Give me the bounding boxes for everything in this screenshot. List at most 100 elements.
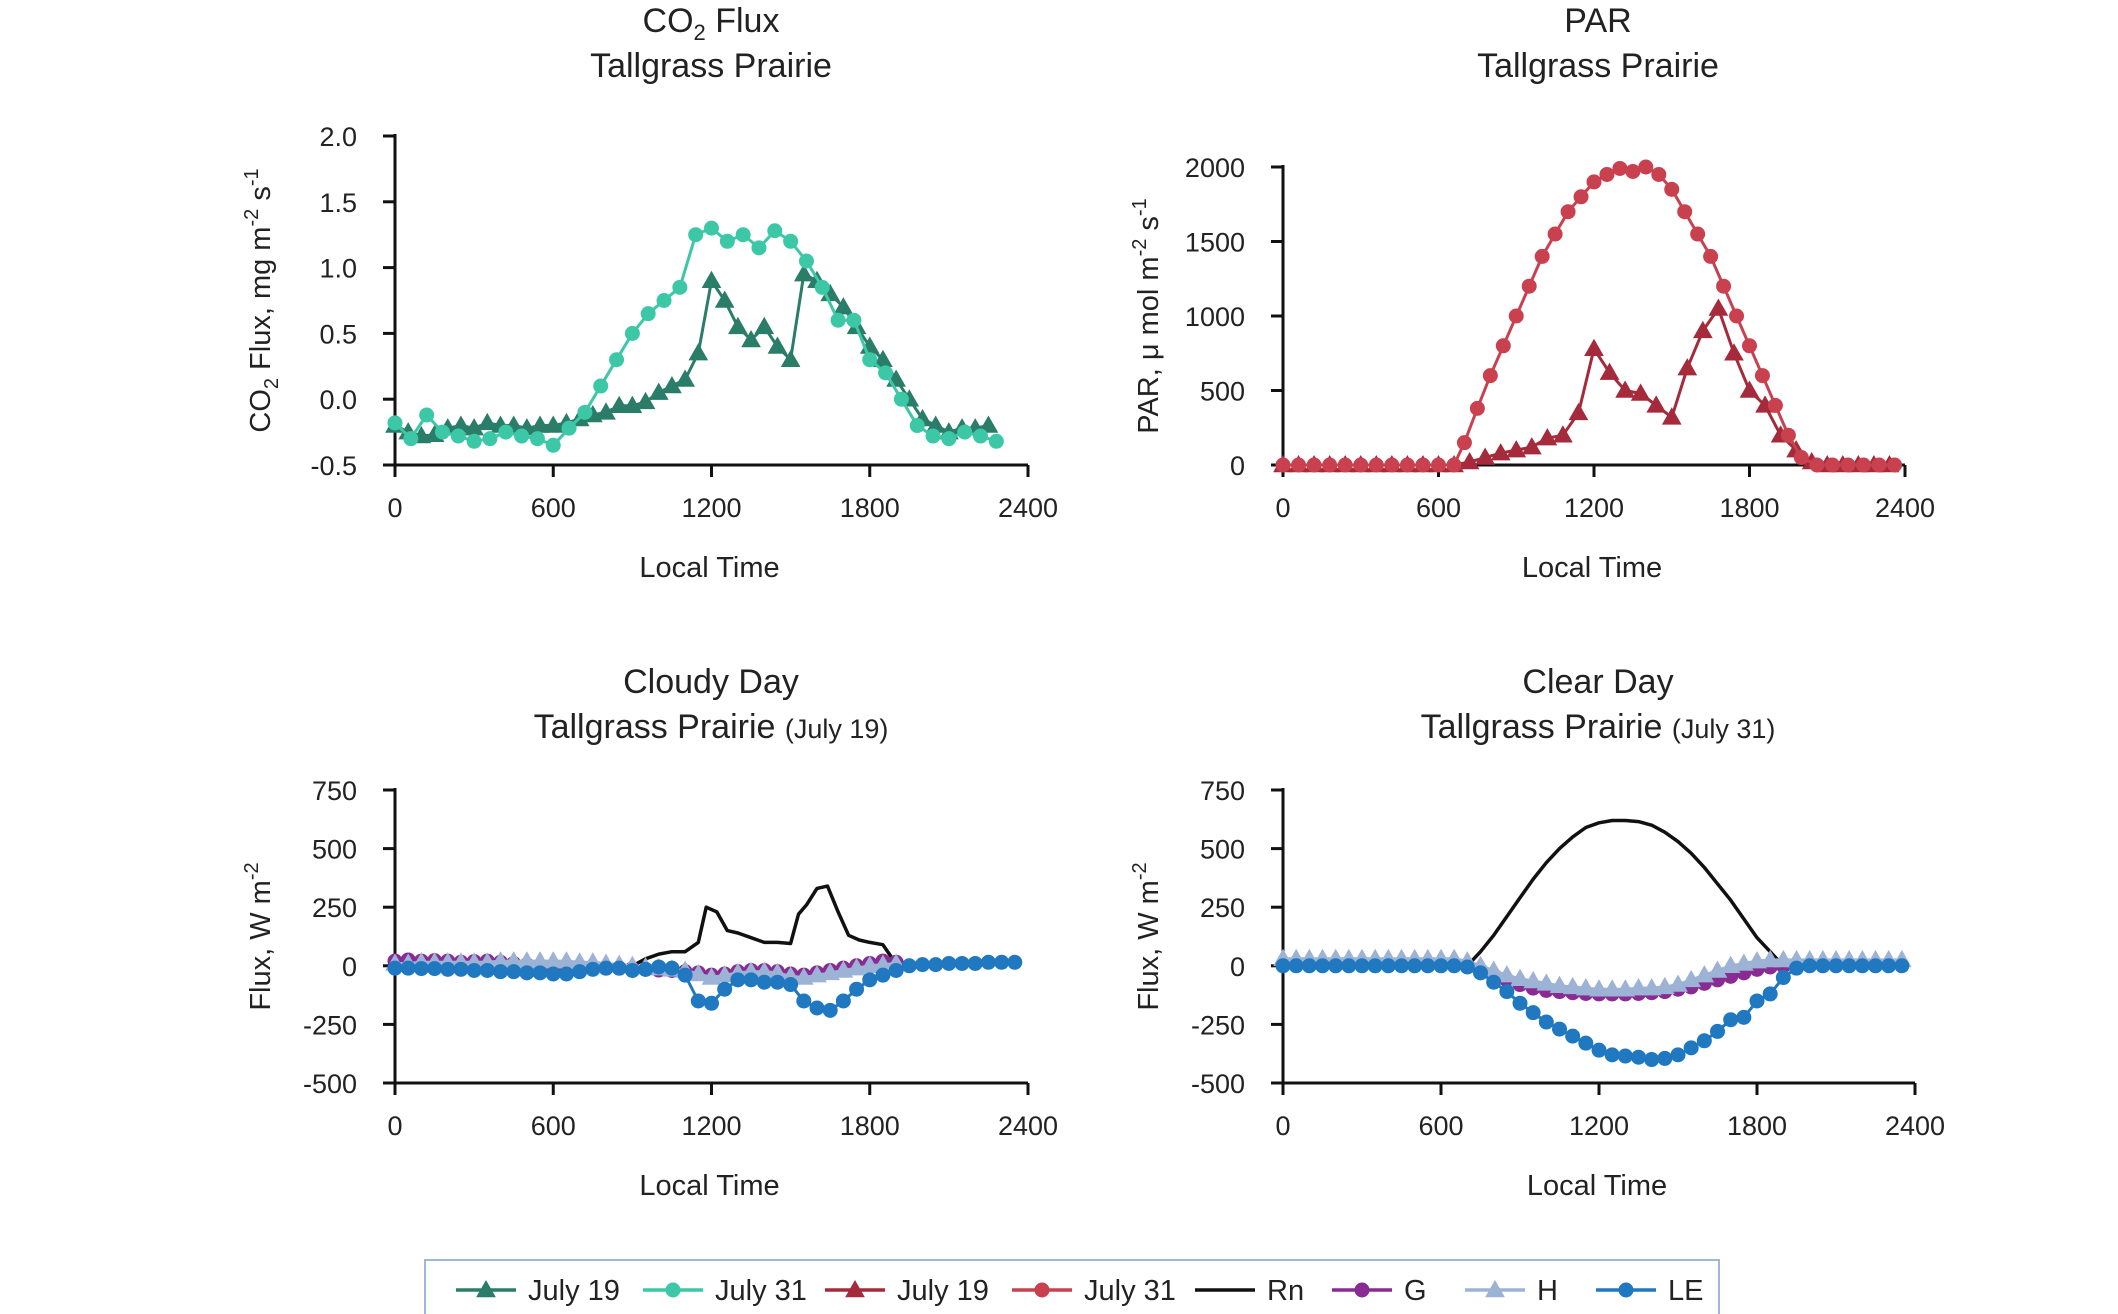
data-point bbox=[434, 424, 450, 440]
data-point bbox=[561, 420, 577, 436]
data-point bbox=[1617, 1048, 1633, 1064]
data-point bbox=[1508, 308, 1524, 324]
data-point bbox=[1562, 976, 1583, 995]
data-point bbox=[1291, 457, 1307, 473]
data-point bbox=[466, 433, 482, 449]
legend-item: Rn bbox=[1195, 1275, 1304, 1307]
data-point bbox=[1523, 971, 1544, 989]
data-point bbox=[624, 325, 640, 341]
data-point bbox=[558, 966, 574, 982]
data-point bbox=[980, 954, 996, 970]
x-tick-label: 1800 bbox=[840, 493, 900, 523]
data-point bbox=[730, 972, 746, 988]
data-point bbox=[532, 965, 548, 981]
data-point bbox=[783, 233, 799, 249]
legend-swatch-marker bbox=[1354, 1282, 1370, 1298]
data-point bbox=[1353, 457, 1369, 473]
y-tick-label: 500 bbox=[312, 835, 357, 865]
data-point bbox=[743, 972, 759, 988]
y-tick-label: -250 bbox=[1191, 1010, 1245, 1040]
data-point bbox=[651, 959, 667, 975]
data-point bbox=[1708, 298, 1729, 316]
data-point bbox=[1780, 427, 1796, 443]
data-point bbox=[849, 981, 865, 997]
data-point bbox=[1399, 457, 1415, 473]
data-point bbox=[1739, 380, 1760, 398]
data-point bbox=[833, 960, 854, 978]
data-point bbox=[1475, 447, 1496, 465]
data-point bbox=[1733, 953, 1754, 971]
data-point bbox=[888, 962, 904, 978]
data-point bbox=[387, 415, 403, 431]
data-point bbox=[915, 957, 930, 973]
data-point bbox=[846, 312, 862, 328]
series-H bbox=[1273, 948, 1912, 997]
data-point bbox=[545, 437, 561, 453]
data-point bbox=[780, 349, 801, 367]
data-point bbox=[1749, 993, 1765, 1009]
data-point bbox=[1341, 958, 1357, 974]
series-Rn bbox=[1466, 818, 1785, 967]
data-point bbox=[1456, 435, 1472, 451]
data-point bbox=[1315, 958, 1330, 974]
data-point bbox=[1495, 338, 1511, 354]
legend-item: July 19 bbox=[825, 1275, 989, 1307]
data-point bbox=[656, 293, 672, 308]
data-point bbox=[701, 967, 722, 985]
data-point bbox=[1729, 308, 1745, 324]
data-point bbox=[741, 329, 761, 348]
data-point bbox=[830, 312, 846, 328]
y-tick-label: 0 bbox=[1230, 952, 1245, 982]
data-point bbox=[688, 343, 709, 361]
y-axis-label: PAR, μ mol m-2 s-1 bbox=[1129, 198, 1165, 433]
data-point bbox=[1007, 954, 1023, 970]
data-point bbox=[1459, 959, 1475, 975]
data-point bbox=[1512, 995, 1528, 1011]
data-point bbox=[1446, 457, 1462, 473]
y-tick-label: -250 bbox=[303, 1010, 357, 1040]
data-point bbox=[1473, 965, 1488, 981]
data-point bbox=[450, 428, 466, 444]
data-point bbox=[1604, 1047, 1620, 1063]
data-point bbox=[754, 316, 775, 335]
data-point bbox=[1288, 958, 1304, 974]
data-point bbox=[1547, 226, 1563, 242]
legend-swatch-marker bbox=[1618, 1282, 1634, 1298]
data-point bbox=[807, 965, 827, 983]
data-point bbox=[820, 962, 841, 981]
y-tick-label: 1500 bbox=[1185, 228, 1245, 258]
data-point bbox=[1337, 457, 1353, 473]
data-point bbox=[1490, 443, 1511, 461]
data-point bbox=[1486, 974, 1502, 990]
y-tick-label: 0 bbox=[1230, 451, 1245, 481]
y-tick-label: 2000 bbox=[1185, 153, 1245, 183]
data-point bbox=[688, 963, 709, 982]
x-tick-label: 600 bbox=[1418, 1111, 1463, 1141]
data-point bbox=[767, 336, 788, 354]
data-point bbox=[1651, 166, 1667, 182]
data-point bbox=[403, 431, 419, 447]
chart-subtitle: Tallgrass Prairie (July 31) bbox=[1421, 708, 1776, 746]
y-tick-label: 250 bbox=[312, 893, 357, 923]
data-point bbox=[1612, 160, 1628, 176]
y-tick-label: 1000 bbox=[1185, 302, 1245, 332]
data-point bbox=[529, 431, 545, 447]
x-axis-label: Local Time bbox=[1527, 1170, 1667, 1202]
data-point bbox=[1754, 368, 1770, 384]
data-point bbox=[954, 955, 970, 971]
data-point bbox=[1589, 979, 1609, 997]
data-point bbox=[1602, 979, 1623, 997]
data-point bbox=[1881, 958, 1897, 974]
data-point bbox=[1670, 1047, 1686, 1063]
legend-label: Rn bbox=[1267, 1275, 1304, 1307]
data-point bbox=[387, 960, 403, 976]
data-point bbox=[400, 960, 416, 976]
legend-item: July 31 bbox=[1012, 1275, 1176, 1307]
x-tick-label: 0 bbox=[1275, 1111, 1290, 1141]
data-point bbox=[640, 306, 656, 322]
y-tick-label: 0.0 bbox=[319, 385, 357, 415]
data-point bbox=[1868, 958, 1883, 974]
series-line bbox=[1283, 307, 1890, 467]
